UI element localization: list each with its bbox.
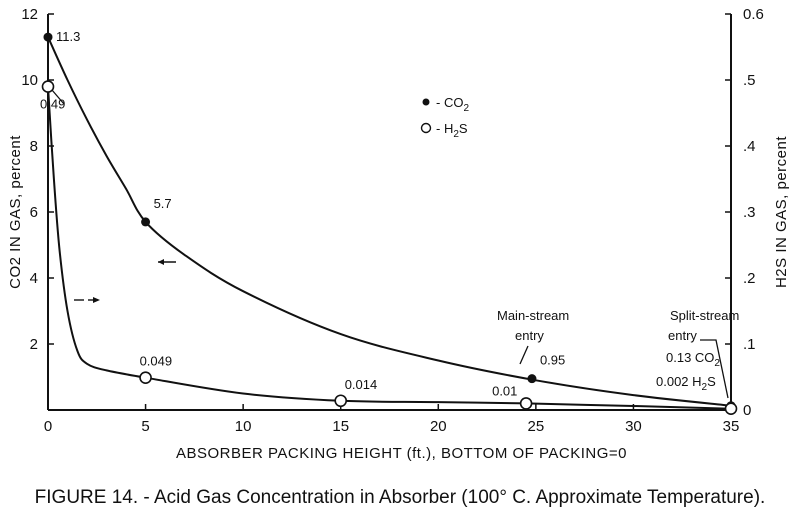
data-label-h2s: 0.014: [345, 377, 378, 392]
y-left-tick-label: 2: [30, 336, 38, 353]
legend-label-h2s: - H2S: [436, 121, 468, 140]
data-label-h2s: 0.49: [40, 97, 65, 112]
data-label-h2s: 0.01: [492, 383, 517, 398]
split-stream-label-2: entry: [668, 328, 697, 343]
legend-marker-h2s: [420, 122, 432, 134]
data-labels: 11.3 5.7 0.95 0.49 0.049 0.014 0.01: [40, 29, 565, 398]
point-h2s: [41, 80, 55, 93]
main-stream-pointer: [519, 345, 529, 365]
series-line-co2: [47, 36, 732, 407]
main-stream-label-2: entry: [515, 328, 544, 343]
x-tick-label: 30: [625, 418, 642, 435]
point-co2: [43, 32, 53, 42]
y-right-tick-label: .5: [743, 72, 756, 89]
figure-caption: FIGURE 14. - Acid Gas Concentration in A…: [34, 487, 766, 508]
y-right-tick-label: 0: [743, 402, 751, 419]
x-tick-label: 15: [332, 418, 349, 435]
data-label-co2: 0.95: [540, 353, 565, 368]
data-points: [41, 32, 738, 415]
data-label-co2: 5.7: [154, 196, 172, 211]
y-right-tick-label: .1: [743, 336, 756, 353]
y-right-tick-label: .2: [743, 270, 756, 287]
y-left-tick-label: 6: [30, 204, 38, 221]
y-right-tick-label: 0.6: [743, 6, 764, 23]
right-axis-arrow-head: [93, 297, 100, 303]
data-label-co2: 11.3: [56, 29, 80, 44]
x-tick-label: 5: [141, 418, 149, 435]
legend-marker-co2: [422, 98, 430, 106]
annotations: Main-stream entry Split-stream entry 0.13 CO…: [51, 89, 739, 399]
x-tick-label: 20: [430, 418, 447, 435]
point-co2: [141, 217, 151, 227]
legend-label-co2: - CO2: [436, 95, 469, 114]
y-right-tick-label: .4: [743, 138, 756, 155]
y-left-tick-label: 12: [21, 6, 38, 23]
point-h2s: [334, 394, 348, 408]
h2s-label-pointer: [51, 89, 65, 105]
x-tick-label: 35: [723, 418, 740, 435]
y-axis-left-title: CO2 IN GAS, percent: [7, 135, 24, 289]
tick-labels: 0 5 10 15 20 25 30 35 2 4 6 8 10 12 0 .1 .2 .3 .4 .5 0.6 ABSO…: [7, 6, 790, 462]
chart: 0 5 10 15 20 25 30 35 2 4 6 8 10 12 0 .1 .2 .3 .4 .5 0.6 ABSO…: [7, 6, 790, 462]
main-stream-label: Main-stream: [497, 308, 569, 323]
legend: - CO2 - H2S: [420, 95, 469, 140]
y-left-tick-label: 4: [30, 270, 38, 287]
x-tick-label: 25: [528, 418, 545, 435]
y-right-tick-label: .3: [743, 204, 756, 221]
point-h2s: [724, 402, 738, 415]
left-axis-arrow-head: [158, 259, 164, 265]
y-left-tick-label: 8: [30, 138, 38, 155]
x-axis-title: ABSORBER PACKING HEIGHT (ft.), BOTTOM OF…: [176, 445, 627, 462]
x-tick-label: 10: [235, 418, 252, 435]
y-left-tick-label: 10: [21, 72, 38, 89]
split-stream-label: Split-stream: [670, 308, 739, 323]
split-h2s-label: 0.002 H2S: [656, 374, 716, 393]
x-tick-label: 0: [44, 418, 52, 435]
split-co2-label: 0.13 CO2: [666, 350, 720, 369]
axes: [47, 14, 732, 411]
point-h2s: [519, 397, 533, 410]
split-stream-pointer: [700, 339, 729, 399]
data-label-h2s: 0.049: [140, 354, 173, 369]
point-co2: [527, 374, 537, 384]
y-axis-right-title: H2S IN GAS, percent: [773, 136, 790, 288]
point-h2s: [139, 371, 152, 384]
